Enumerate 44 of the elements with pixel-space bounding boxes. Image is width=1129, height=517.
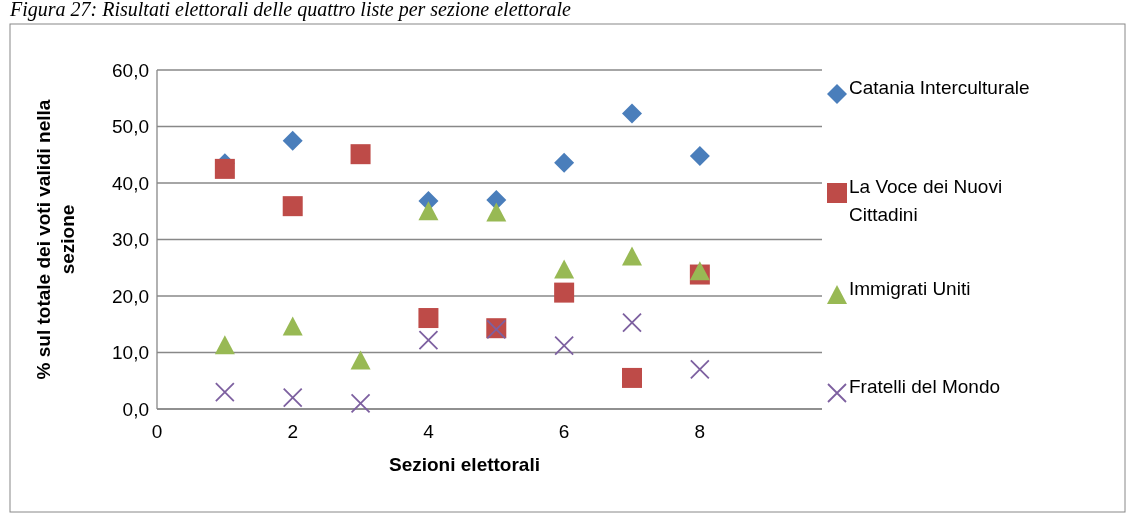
x-tick-label: 6 bbox=[558, 421, 570, 442]
y-tick-label: 40,0 bbox=[112, 172, 149, 194]
point bbox=[282, 387, 303, 408]
x-tick-label: 0 bbox=[151, 421, 163, 442]
x-tick-label: 4 bbox=[423, 421, 435, 442]
point bbox=[282, 130, 303, 151]
y-tick-label: 50,0 bbox=[112, 116, 149, 138]
point bbox=[418, 308, 439, 329]
x-tick-label: 8 bbox=[694, 421, 706, 442]
point bbox=[622, 103, 642, 124]
point bbox=[554, 259, 575, 279]
point bbox=[350, 144, 371, 165]
point bbox=[350, 393, 371, 414]
point bbox=[350, 350, 371, 370]
point bbox=[282, 196, 303, 217]
legend-label: Catania Interculturale bbox=[849, 77, 1030, 98]
point bbox=[554, 282, 575, 303]
point bbox=[214, 382, 235, 402]
point bbox=[622, 312, 642, 333]
x-axis-title: Sezioni elettorali bbox=[389, 454, 540, 475]
point bbox=[418, 330, 439, 350]
chart-title: Figura 27: Risultati elettorali delle quattro liste per sezione elettorale bbox=[9, 0, 571, 21]
y-tick-label: 30,0 bbox=[112, 229, 149, 251]
point bbox=[486, 202, 507, 222]
point bbox=[622, 246, 642, 266]
legend-label: La Voce dei Nuovi Cittadini bbox=[849, 176, 1003, 225]
point bbox=[554, 152, 575, 173]
x-tick-label: 2 bbox=[287, 421, 298, 442]
y-axis-title: % sul totale dei voti validi nella sezione bbox=[33, 99, 78, 380]
y-tick-label: 0,0 bbox=[122, 398, 149, 420]
legend-label: Fratelli del Mondo bbox=[849, 376, 1001, 397]
point bbox=[486, 189, 507, 210]
y-tick-label: 20,0 bbox=[112, 285, 149, 307]
y-tick-label: 60,0 bbox=[112, 59, 149, 81]
legend-label: Immigrati Uniti bbox=[849, 278, 971, 299]
point bbox=[214, 335, 235, 355]
point bbox=[282, 316, 303, 336]
point bbox=[418, 201, 439, 221]
point bbox=[554, 335, 575, 356]
point bbox=[689, 145, 710, 166]
point bbox=[214, 158, 235, 179]
y-tick-label: 10,0 bbox=[112, 342, 149, 364]
point bbox=[689, 359, 710, 380]
point bbox=[622, 367, 642, 388]
